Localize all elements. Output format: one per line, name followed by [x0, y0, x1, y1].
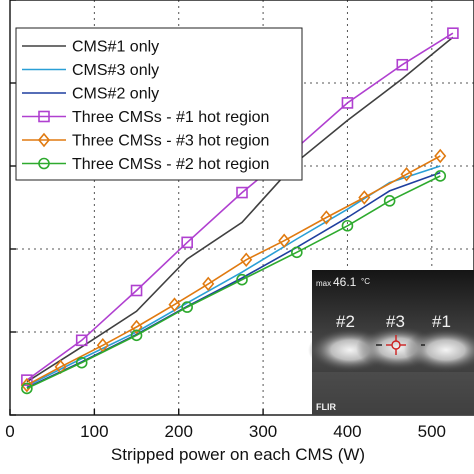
inset-readout-prefix: max: [316, 279, 331, 288]
data-point: [434, 148, 447, 164]
legend-label: CMS#2 only: [72, 86, 159, 103]
x-tick-label: 100: [80, 422, 108, 441]
inset-label-2: #2: [336, 312, 355, 331]
data-point: [278, 233, 291, 248]
x-tick-label: 400: [333, 422, 361, 441]
data-point: [75, 334, 88, 347]
series-line: [26, 155, 441, 386]
crosshair-icon: [386, 335, 406, 355]
legend-label: CMS#3 only: [72, 62, 159, 79]
legend-entry: Three CMSs - #2 hot region: [22, 156, 269, 173]
data-point: [236, 273, 248, 286]
inset-readout: 46.1: [333, 275, 357, 289]
data-point: [130, 329, 143, 342]
legend-entry: Three CMSs - #3 hot region: [22, 133, 269, 150]
data-point: [291, 246, 303, 259]
legend-label: Three CMSs - #3 hot region: [72, 133, 269, 150]
x-tick-label: 500: [418, 422, 446, 441]
series-6: [21, 170, 447, 395]
data-point: [358, 190, 371, 205]
series-line: [26, 36, 454, 383]
data-point: [38, 157, 50, 170]
inset-floor: [312, 372, 474, 415]
tick-labels: 0 100 200 300 400 500: [5, 422, 446, 441]
x-tick-label: 0: [5, 422, 14, 441]
series-line: [26, 175, 441, 390]
legend-box: [15, 27, 303, 181]
series-5: [20, 148, 447, 393]
data-point: [181, 236, 193, 249]
legend-entry: Three CMSs - #1 hot region: [22, 109, 269, 126]
inset-readout-unit: °C: [361, 277, 370, 286]
series-line: [26, 32, 454, 381]
data-point: [181, 301, 193, 313]
flir-logo: FLIR: [316, 402, 336, 412]
series-1: [26, 36, 454, 383]
data-point: [21, 382, 33, 395]
legend: CMS#1 only CMS#3 only CMS#2 only Three CMSs…: [15, 27, 303, 181]
thermal-image-inset: max 46.1 °C #2 #3 #1 FLIR: [308, 270, 474, 415]
data-point: [341, 219, 354, 232]
x-tick-label: 300: [249, 422, 277, 441]
data-point: [37, 132, 51, 148]
data-point: [396, 58, 409, 71]
series-group: [20, 27, 459, 395]
data-point: [341, 97, 354, 109]
plot-frame: [9, 0, 474, 416]
x-tick-label: 200: [165, 422, 193, 441]
legend-label: Three CMSs - #1 hot region: [72, 109, 269, 126]
data-point: [202, 276, 215, 292]
legend-entry: CMS#1 only: [22, 39, 159, 56]
data-point: [447, 27, 459, 40]
data-point: [168, 297, 181, 312]
legend-entry: CMS#2 only: [22, 86, 159, 103]
data-point: [38, 110, 50, 123]
legend-label: CMS#1 only: [72, 39, 159, 56]
inset-label-1: #1: [432, 312, 451, 331]
legend-entry: CMS#3 only: [22, 62, 159, 79]
data-point: [434, 170, 447, 182]
data-point: [383, 195, 396, 207]
data-point: [20, 377, 33, 393]
x-axis-label: Stripped power on each CMS (W): [111, 445, 365, 464]
data-point: [400, 167, 413, 182]
data-point: [130, 284, 143, 297]
data-point: [75, 356, 88, 369]
data-point: [21, 374, 33, 386]
data-point: [320, 210, 333, 225]
data-point: [240, 252, 253, 268]
data-point: [236, 186, 248, 199]
legend-label: Three CMSs - #2 hot region: [72, 156, 269, 173]
data-point: [130, 319, 143, 335]
inset-label-3: #3: [386, 312, 405, 331]
hot-region-1: [404, 328, 474, 372]
